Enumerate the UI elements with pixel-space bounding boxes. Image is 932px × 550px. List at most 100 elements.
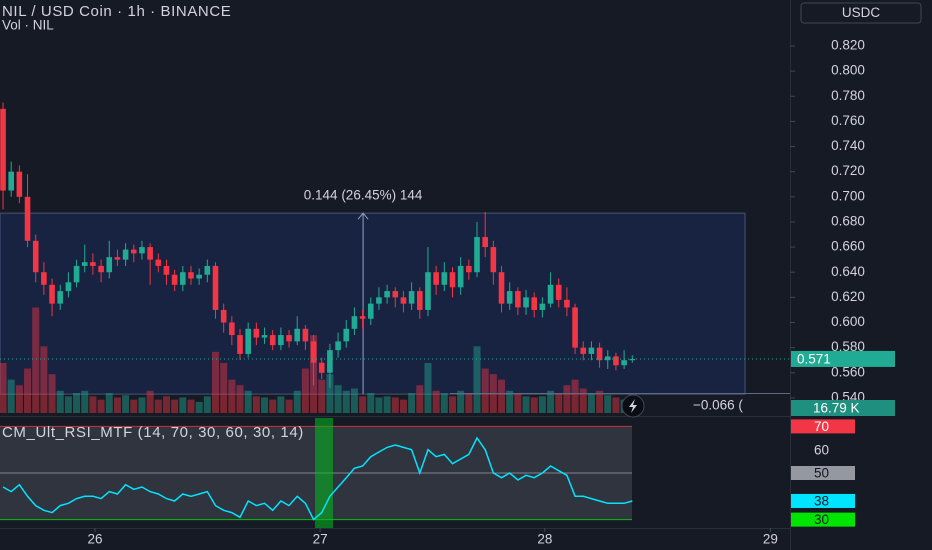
volume-bar [555, 393, 563, 413]
x-tick-label: 28 [537, 532, 552, 547]
volume-bar [506, 390, 514, 413]
volume-bar [367, 393, 375, 413]
candle-body [261, 335, 268, 338]
y-tick-label: 0.800 [831, 63, 865, 78]
candle-body [229, 322, 235, 336]
y-tick-label: 0.760 [831, 113, 865, 128]
volume-bar [457, 390, 465, 413]
volume-bar [538, 396, 546, 413]
candle-body [171, 274, 178, 285]
candle-body [351, 316, 358, 329]
volume-title: Vol · NIL [2, 18, 54, 33]
currency[interactable]: USDC [842, 5, 881, 20]
volume-bar [252, 396, 260, 413]
volume-bar [587, 393, 595, 413]
rsi-tick-label: 70 [814, 419, 829, 434]
volume-bar [440, 393, 448, 413]
volume-bar [408, 393, 416, 413]
candle-body [433, 272, 439, 285]
candle-body [572, 307, 578, 348]
candle-body [621, 360, 627, 366]
candle-body [343, 328, 350, 342]
candle-body [604, 356, 611, 361]
candle-body [318, 362, 325, 373]
y-tick-label: 0.780 [831, 88, 865, 103]
y-tick-label: 0.660 [831, 239, 865, 254]
volume-bar [0, 363, 7, 413]
last-volume-box [791, 400, 895, 416]
candle-body [449, 272, 456, 288]
volume-bar [579, 388, 587, 413]
candle-body [32, 240, 39, 273]
rsi-tick-label: 30 [814, 512, 829, 527]
volume-bar [293, 390, 301, 413]
candle-body [196, 274, 202, 279]
volume-bar [113, 397, 121, 413]
replay-icon-glyph[interactable] [629, 399, 637, 413]
candle-body [335, 341, 341, 351]
candle-body [41, 272, 47, 285]
candle-body [24, 196, 31, 241]
y-tick-label: 0.560 [831, 364, 865, 379]
rsi-tick-box [791, 466, 855, 480]
x-tick-label: 27 [313, 532, 328, 547]
volume-bar [130, 399, 138, 413]
candle-body [90, 262, 96, 266]
candle-body [482, 237, 488, 248]
volume-bar [32, 307, 40, 413]
candle-body [188, 272, 194, 279]
candle-body [98, 265, 104, 273]
measure-arrow-head [357, 212, 369, 220]
candle-body [294, 328, 301, 342]
volume-bar [375, 397, 383, 413]
candle-body [122, 249, 129, 260]
candle-body [400, 297, 407, 304]
candle-body [130, 249, 137, 254]
last-price-box [791, 350, 895, 367]
rsi-title: CM_Ult_RSI_MTF (14, 70, 30, 60, 30, 14) [2, 424, 304, 441]
volume-bar [179, 397, 187, 413]
y-tick-label: 0.640 [831, 264, 865, 279]
candle-body [596, 347, 603, 361]
last-volume-label: 16.79 K [813, 401, 860, 416]
candle-body [180, 272, 186, 285]
candle-body [506, 291, 513, 304]
candle-body [367, 303, 374, 319]
candle-body [269, 335, 276, 346]
volume-bar [40, 346, 48, 413]
volume-bar [326, 374, 334, 413]
candle-body [147, 247, 153, 260]
candle-body [580, 347, 587, 354]
candle-body [474, 237, 480, 273]
volume-bar [162, 396, 170, 413]
volume-bar [56, 390, 64, 413]
y-tick-label: 0.620 [831, 289, 865, 304]
volume-bar [399, 399, 407, 413]
candle-body [327, 350, 333, 373]
candle-body [278, 335, 284, 346]
volume-bar [465, 393, 473, 413]
measure-label: 0.144 (26.45%) 144 [304, 188, 423, 203]
volume-bar [359, 396, 367, 413]
candle-body [441, 272, 448, 285]
volume-bar [122, 395, 130, 413]
candle-body [408, 291, 415, 304]
volume-bar [318, 379, 326, 413]
volume-bar [498, 379, 506, 413]
candle-body [523, 297, 529, 308]
volume-bar [171, 399, 179, 413]
rsi-tick-label: 60 [814, 442, 829, 457]
candle-body [163, 265, 170, 275]
volume-bar [228, 379, 236, 413]
volume-bar [350, 388, 358, 413]
volume-bar [203, 396, 211, 413]
currency-box[interactable] [800, 2, 922, 24]
volume-bar [514, 393, 522, 413]
rsi-last-label: 38 [814, 494, 829, 509]
candle-body [16, 171, 23, 197]
candle-body [286, 335, 292, 342]
volume-bar [473, 346, 481, 413]
volume-bar [261, 397, 269, 413]
chart-title: NIL / USD Coin · 1h · BINANCE [2, 3, 231, 20]
